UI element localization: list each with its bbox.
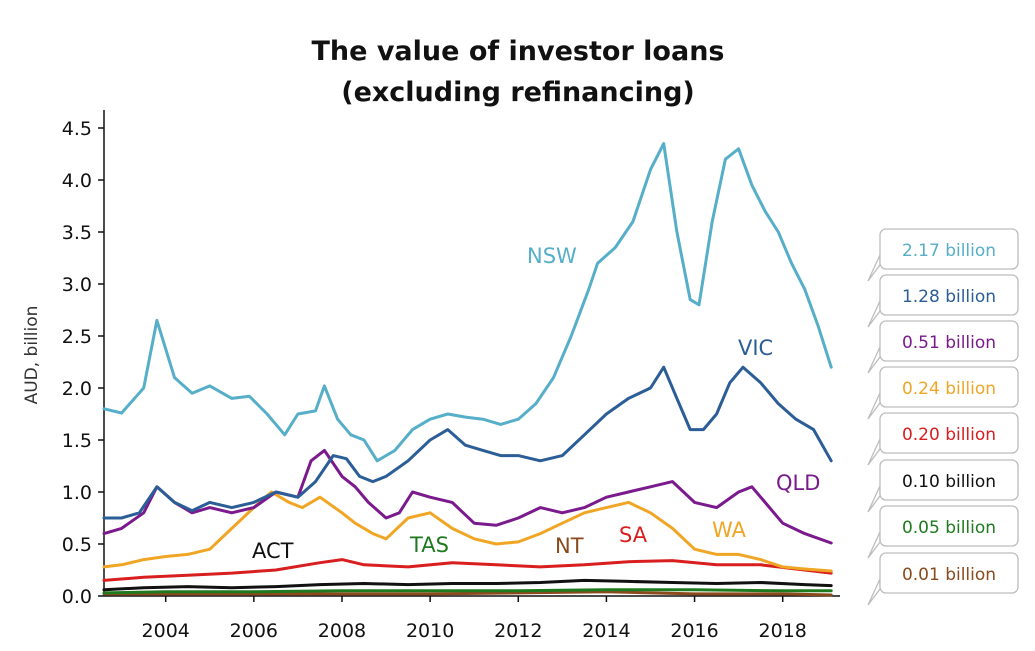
y-tick-label: 1.0 — [62, 482, 92, 504]
callout-box — [879, 274, 1019, 316]
series-label-vic: VIC — [738, 336, 773, 360]
y-tick-label: 2.5 — [62, 326, 92, 348]
y-tick-label: 4.0 — [62, 170, 92, 192]
series-label-wa: WA — [712, 518, 747, 542]
series-label-qld: QLD — [776, 471, 820, 495]
y-tick-label: 4.5 — [62, 118, 92, 140]
series-label-nt: NT — [555, 534, 584, 558]
callout-value: 0.05 billion — [902, 518, 996, 538]
x-tick-label: 2006 — [230, 620, 278, 642]
y-tick-label: 0.5 — [62, 534, 92, 556]
series-label-sa: SA — [619, 523, 648, 547]
y-tick-label: 3.0 — [62, 274, 92, 296]
callout-nt: 0.01 billion — [867, 552, 1019, 606]
series-line-vic — [102, 365, 833, 520]
chart-title-line-1: The value of investor loans — [311, 36, 724, 67]
series-label-act: ACT — [252, 539, 294, 563]
x-tick-label: 2010 — [406, 620, 454, 642]
callout-pointer — [867, 346, 881, 374]
callout-value: 0.24 billion — [902, 379, 996, 399]
series-line-nt — [102, 590, 833, 597]
callout-pointer — [867, 531, 881, 559]
series-labels: NSW VIC QLD WA SA ACT TAS NT — [252, 244, 820, 563]
y-tick-label: 1.5 — [62, 430, 92, 452]
callout-box — [879, 366, 1019, 408]
callout-pointer — [867, 578, 881, 606]
callout-pointer — [867, 485, 881, 513]
callout-box — [879, 412, 1019, 454]
callout-value: 0.51 billion — [902, 333, 996, 353]
callout-box — [879, 552, 1019, 594]
callout-value: 0.10 billion — [902, 472, 996, 492]
series-line-wa — [102, 490, 833, 573]
callout-box — [879, 228, 1019, 270]
x-tick-label: 2014 — [582, 620, 630, 642]
y-axis-label: AUD, billion — [22, 306, 42, 405]
series-line-act — [102, 578, 833, 592]
callout-box — [879, 505, 1019, 547]
series-line-sa — [102, 558, 833, 582]
x-tick-label: 2012 — [494, 620, 542, 642]
series-label-tas: TAS — [409, 533, 449, 557]
callout-pointer — [867, 392, 881, 420]
callout-pointer — [867, 300, 881, 328]
callout-sa: 0.20 billion — [867, 412, 1019, 466]
callout-vic: 1.28 billion — [867, 274, 1019, 328]
callout-wa: 0.24 billion — [867, 366, 1019, 420]
callout-value: 0.01 billion — [902, 565, 996, 585]
callout-tas: 0.05 billion — [867, 505, 1019, 559]
callout-value: 1.28 billion — [902, 287, 996, 307]
callout-pointer — [867, 254, 881, 282]
x-tick-label: 2016 — [670, 620, 718, 642]
x-tick-label: 2004 — [142, 620, 190, 642]
callout-value: 0.20 billion — [902, 425, 996, 445]
callout-box — [879, 459, 1019, 501]
callout-box — [879, 320, 1019, 362]
series-line-nsw — [102, 142, 833, 463]
callout-qld: 0.51 billion — [867, 320, 1019, 374]
y-tick-label: 2.0 — [62, 378, 92, 400]
latest-value-callouts: 2.17 billion 1.28 billion 0.51 billion 0.24… — [867, 228, 1019, 606]
callout-nsw: 2.17 billion — [867, 228, 1019, 282]
callout-act: 0.10 billion — [867, 459, 1019, 513]
x-tick-label: 2018 — [759, 620, 807, 642]
series-label-nsw: NSW — [527, 244, 577, 268]
y-tick-label: 0.0 — [62, 586, 92, 608]
y-tick-label: 3.5 — [62, 222, 92, 244]
axes: 0.0 0.5 1.0 1.5 2.0 2.5 3.0 3.5 4.0 4.5 2004 2006 20… — [62, 110, 840, 642]
callout-value: 2.17 billion — [902, 241, 996, 261]
series-lines — [102, 142, 833, 597]
series-line-qld — [102, 448, 833, 545]
series-line-tas — [102, 588, 833, 595]
x-tick-label: 2008 — [318, 620, 366, 642]
callout-pointer — [867, 438, 881, 466]
chart-title-line-2: (excluding refinancing) — [341, 77, 695, 108]
